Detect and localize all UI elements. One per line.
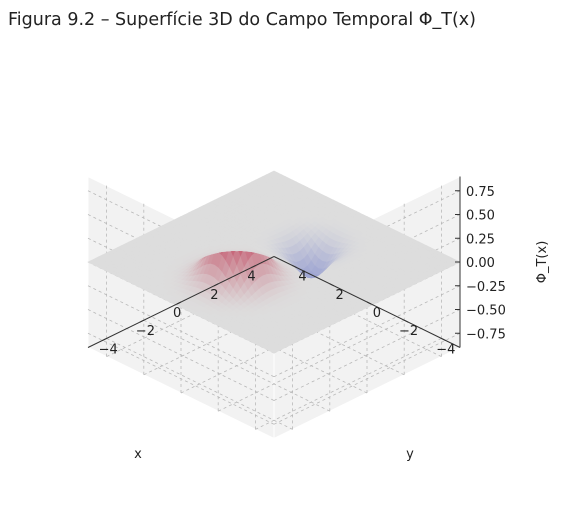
- wall-grid-z: [273, 285, 461, 378]
- surface-mesh: [87, 170, 461, 354]
- z-tick-label: −0.75: [466, 327, 506, 342]
- x-tick-mark: [292, 265, 297, 269]
- x-axis-ticks: 4 2 0 −2 −4: [292, 265, 455, 357]
- z-tick-label: 0.75: [466, 185, 495, 200]
- y-tick-label: −4: [99, 342, 118, 357]
- x-axis-label: x: [134, 447, 142, 462]
- wall-grid-z: [273, 309, 461, 401]
- z-axis-label: Φ_T(x): [535, 241, 550, 284]
- floor-grid-y: [143, 319, 330, 412]
- x-tick-label: 4: [298, 270, 306, 285]
- z-axis-ticks: 0.75 0.50 0.25 0.00 −0.25 −0.50 −0.75: [455, 185, 506, 342]
- wall-grid-z: [273, 332, 461, 425]
- x-tick-label: −2: [399, 324, 418, 339]
- floor-grid-y: [106, 338, 293, 430]
- z-tick-label: −0.25: [466, 280, 506, 295]
- z-tick-label: 0.00: [466, 256, 495, 271]
- y-tick-label: 4: [247, 270, 255, 285]
- z-tick-label: −0.50: [466, 304, 506, 319]
- y-tick-mark: [139, 319, 145, 323]
- y-tick-label: 2: [210, 288, 218, 303]
- wall-grid-z: [87, 332, 275, 425]
- chart-title: Figura 9.2 – Superfície 3D do Campo Temp…: [8, 10, 476, 30]
- x-tick-label: 2: [336, 288, 344, 303]
- y-tick-mark: [251, 265, 256, 269]
- y-tick-mark: [102, 337, 107, 341]
- y-tick-label: 0: [173, 306, 181, 321]
- x-tick-mark: [329, 283, 335, 287]
- wall-grid-z: [87, 285, 275, 378]
- y-axis-label: y: [406, 447, 414, 462]
- y-tick-mark: [176, 301, 182, 305]
- y-tick-mark: [213, 283, 219, 287]
- z-tick-label: 0.50: [466, 209, 495, 224]
- y-tick-label: −2: [136, 324, 155, 339]
- x-tick-label: 0: [373, 306, 381, 321]
- wall-grid-z: [87, 309, 275, 401]
- x-tick-mark: [403, 319, 409, 323]
- surface-facet: [269, 170, 279, 175]
- x-tick-mark: [366, 301, 372, 305]
- y-axis-ticks: −4 −2 0 2 4: [99, 265, 256, 357]
- x-tick-mark: [441, 337, 446, 341]
- z-tick-label: 0.25: [466, 232, 495, 247]
- x-tick-label: −4: [436, 342, 455, 357]
